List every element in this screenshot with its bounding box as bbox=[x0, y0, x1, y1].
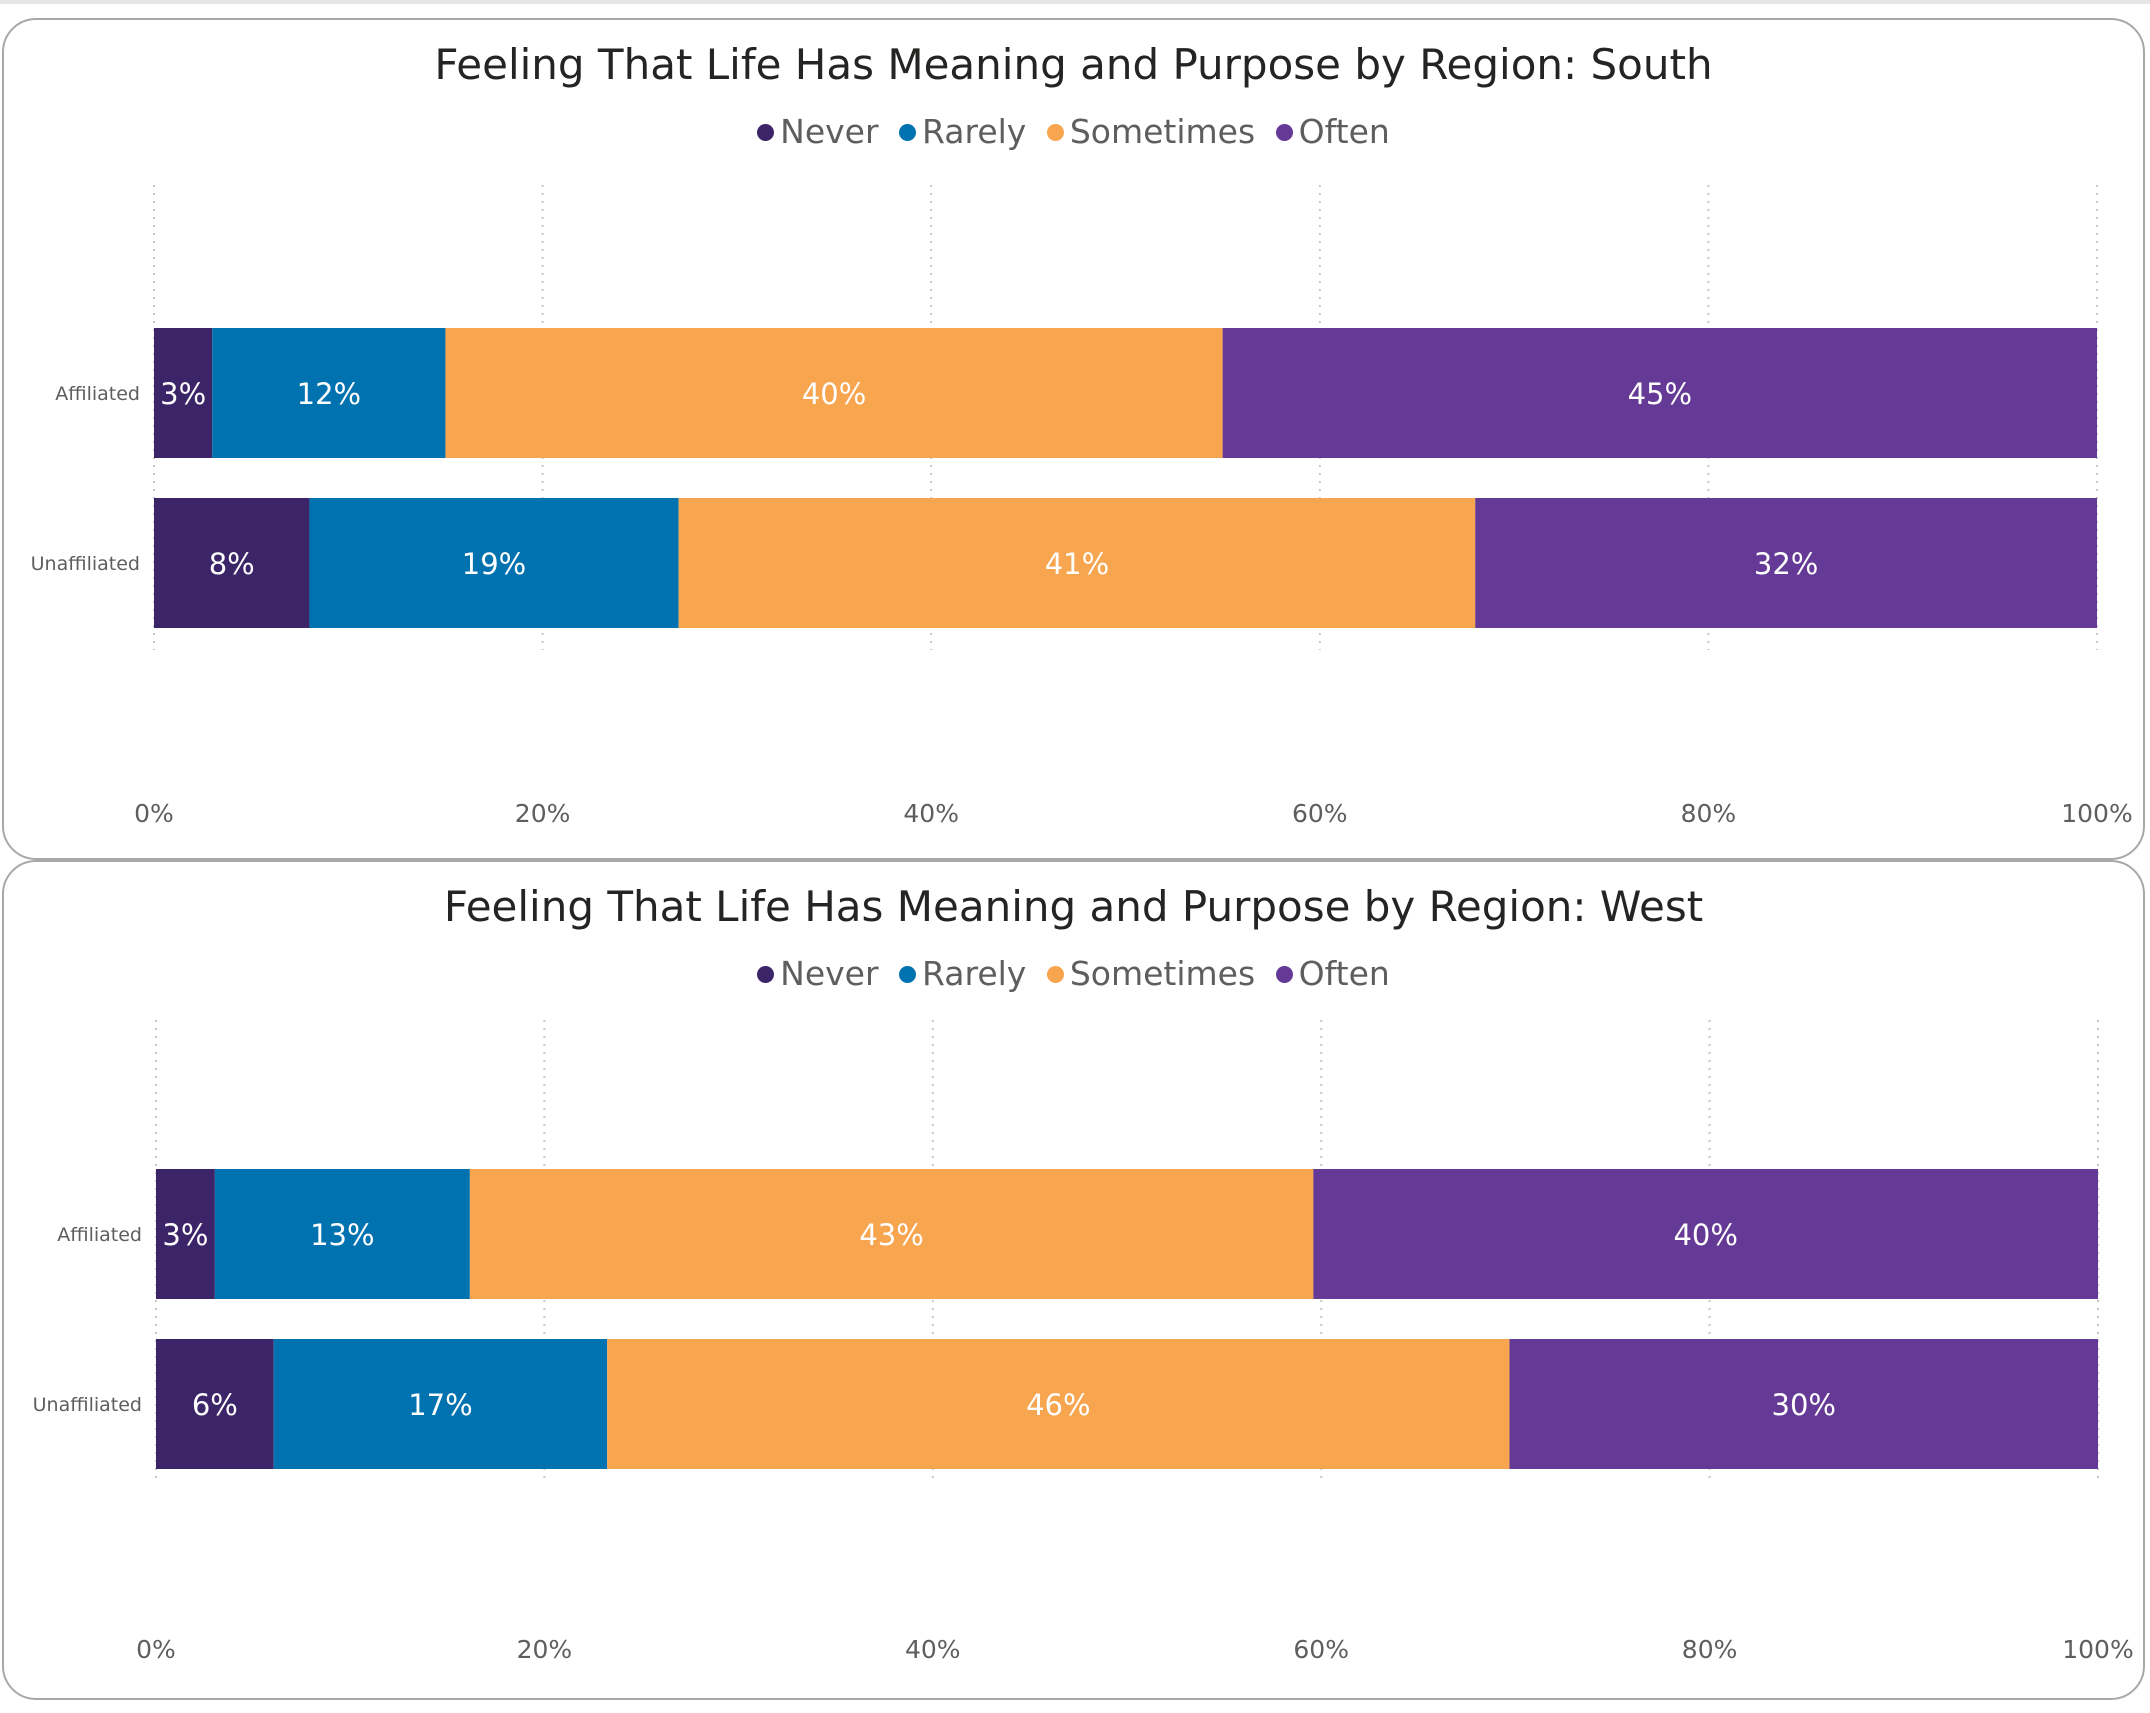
plot-area: 0% 20% 40% 60% 80% 100% Affiliated 3% 13% 43% 40% U… bbox=[4, 862, 2143, 1698]
x-tick-label: 60% bbox=[1292, 799, 1348, 828]
chart-panel-south: Feeling That Life Has Meaning and Purpos… bbox=[2, 18, 2145, 860]
data-label: 32% bbox=[1754, 547, 1818, 581]
data-label: 8% bbox=[209, 547, 255, 581]
data-label: 41% bbox=[1045, 547, 1109, 581]
x-tick-label: 100% bbox=[2061, 799, 2132, 828]
data-label: 19% bbox=[462, 547, 526, 581]
data-label: 40% bbox=[1673, 1218, 1737, 1252]
x-tick-label: 20% bbox=[515, 799, 571, 828]
x-tick-label: 0% bbox=[134, 799, 174, 828]
x-tick-label: 40% bbox=[905, 1635, 961, 1664]
data-label: 13% bbox=[310, 1218, 374, 1252]
x-tick-label: 20% bbox=[517, 1635, 573, 1664]
data-label: 46% bbox=[1026, 1388, 1090, 1422]
category-label: Unaffiliated bbox=[31, 553, 140, 575]
x-tick-label: 80% bbox=[1682, 1635, 1738, 1664]
data-label: 45% bbox=[1628, 377, 1692, 411]
data-label: 40% bbox=[802, 377, 866, 411]
category-label: Unaffiliated bbox=[33, 1394, 142, 1416]
data-label: 3% bbox=[160, 377, 206, 411]
data-label: 43% bbox=[859, 1218, 923, 1252]
x-tick-label: 60% bbox=[1293, 1635, 1349, 1664]
top-divider bbox=[0, 0, 2150, 4]
category-label: Affiliated bbox=[57, 1224, 142, 1246]
data-label: 30% bbox=[1772, 1388, 1836, 1422]
category-label: Affiliated bbox=[55, 383, 140, 405]
plot-area: 0% 20% 40% 60% 80% 100% Affiliated 3% 12% 40% 45% U… bbox=[4, 20, 2143, 858]
x-tick-label: 80% bbox=[1681, 799, 1737, 828]
data-label: 3% bbox=[162, 1218, 208, 1252]
x-tick-label: 100% bbox=[2062, 1635, 2133, 1664]
x-tick-label: 40% bbox=[903, 799, 959, 828]
data-label: 6% bbox=[192, 1388, 238, 1422]
data-label: 12% bbox=[297, 377, 361, 411]
chart-panel-west: Feeling That Life Has Meaning and Purpos… bbox=[2, 860, 2145, 1700]
data-label: 17% bbox=[408, 1388, 472, 1422]
x-tick-label: 0% bbox=[136, 1635, 176, 1664]
